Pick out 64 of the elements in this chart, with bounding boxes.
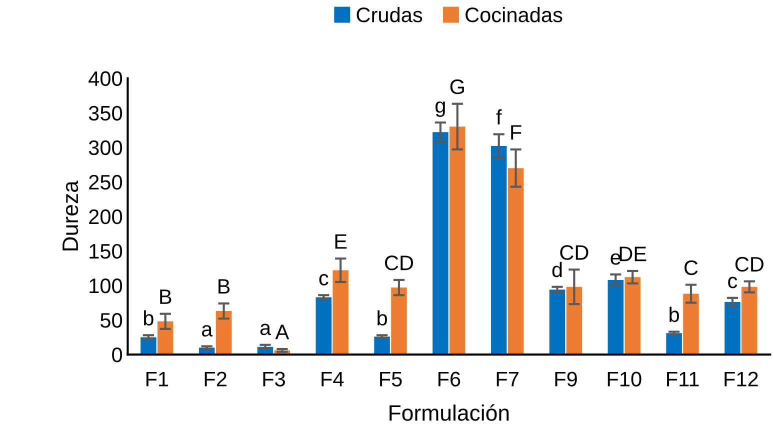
legend-label: Crudas (356, 6, 422, 22)
bar (374, 336, 390, 355)
x-tick-label: F10 (608, 372, 642, 386)
annotation: CD (735, 256, 764, 272)
bar (508, 168, 524, 355)
y-tick-label: 100 (90, 278, 122, 294)
bar (316, 297, 332, 355)
x-tick-label: F4 (322, 372, 344, 386)
annotation: b (144, 310, 154, 326)
annotation: c (728, 276, 738, 288)
y-tick-label: 200 (89, 209, 122, 224)
annotation: E (335, 234, 347, 249)
bar (332, 270, 348, 355)
annotation: G (450, 79, 464, 94)
bar (391, 288, 407, 355)
x-axis-title: Formulación (390, 404, 509, 421)
bar (683, 294, 699, 355)
y-axis-title: Dureza (62, 180, 78, 250)
annotation: a (260, 324, 272, 336)
y-tick-label: 50 (100, 313, 122, 328)
x-tick-label: F1 (146, 372, 168, 386)
bar (490, 146, 507, 355)
bar (666, 333, 682, 355)
bar (566, 286, 582, 355)
y-tick-label: 400 (88, 71, 122, 86)
annotation: CD (385, 256, 414, 270)
annotation: B (218, 279, 230, 294)
legend-label: Cocinadas (466, 6, 562, 22)
y-tick-label: 250 (89, 174, 122, 190)
annotation: DE (620, 246, 646, 262)
x-tick-label: F7 (496, 372, 518, 386)
x-tick-label: F5 (380, 372, 402, 386)
x-tick-label: F3 (263, 372, 285, 386)
y-tick-label: 0 (112, 348, 122, 362)
bar (742, 286, 758, 355)
annotation: A (275, 324, 290, 340)
x-tick-label: F9 (555, 372, 577, 386)
bar (549, 290, 566, 355)
annotation: f (496, 109, 502, 124)
annotation: c (319, 274, 328, 286)
bar (432, 132, 448, 355)
bar (157, 321, 174, 355)
annotation: a (202, 325, 213, 337)
bar (608, 280, 624, 355)
y-tick-label: 150 (90, 244, 122, 259)
annotation: C (684, 260, 698, 276)
annotation: CD (560, 245, 588, 260)
bar (624, 277, 640, 355)
annotation: B (160, 290, 172, 304)
annotation: F (511, 125, 522, 140)
annotation: d (552, 262, 562, 278)
x-tick-label: F6 (438, 372, 460, 386)
annotation: g (436, 101, 445, 117)
annotation: e (610, 253, 621, 265)
bar (216, 311, 232, 355)
y-tick-label: 300 (88, 140, 122, 156)
bar (724, 302, 740, 355)
y-tick-label: 350 (88, 106, 122, 121)
annotation: b (670, 306, 679, 322)
x-tick-label: F12 (724, 372, 758, 386)
bar (450, 126, 466, 355)
x-tick-label: F11 (667, 372, 699, 386)
annotation: b (378, 310, 387, 326)
x-tick-label: F2 (204, 372, 226, 386)
